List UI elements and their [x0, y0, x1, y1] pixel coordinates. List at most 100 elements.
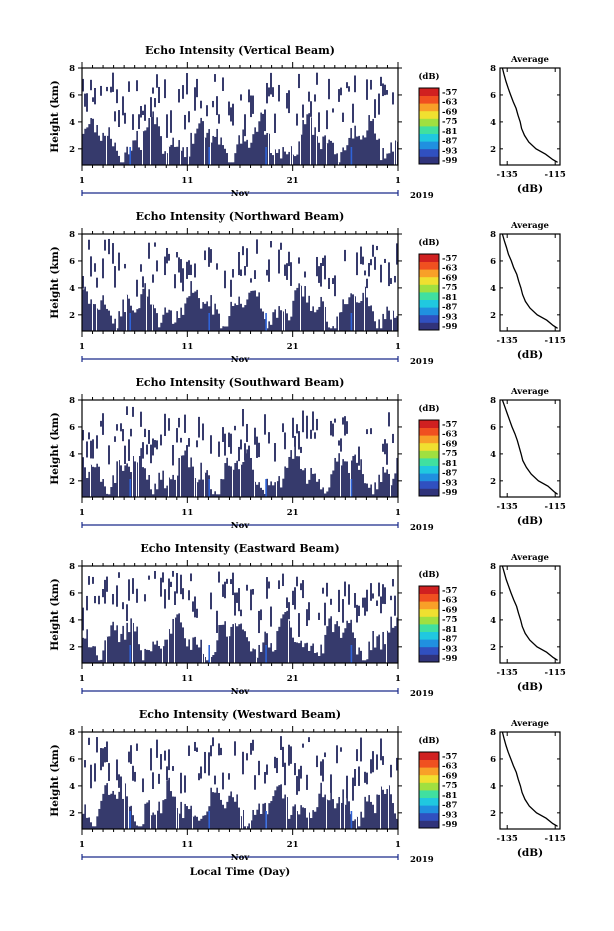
no-echo-gap [352, 732, 355, 821]
no-echo-gap [342, 732, 345, 790]
echo-return [232, 103, 234, 126]
echo-return [368, 262, 370, 277]
profile-line [501, 233, 558, 329]
echo-return [242, 246, 244, 256]
echo-return [318, 612, 320, 620]
no-echo-gap [232, 469, 233, 497]
echo-return [112, 593, 114, 605]
echo-return [300, 583, 302, 591]
profile-x-tick-label: -135 [497, 336, 518, 346]
no-echo-gap [120, 732, 123, 787]
no-echo-gap [240, 400, 243, 465]
no-echo-gap [194, 732, 197, 816]
no-echo-gap [268, 566, 271, 648]
echo-return [246, 584, 248, 591]
no-echo-gap [138, 400, 141, 457]
x-axis-label: Local Time (Day) [190, 866, 290, 878]
echo-return [388, 262, 390, 287]
no-echo-gap [144, 566, 147, 649]
no-echo-gap [166, 732, 169, 781]
profile-y-tick-label: 2 [490, 643, 496, 653]
no-echo-gap [366, 732, 369, 802]
no-echo-gap [238, 68, 241, 136]
no-echo-gap [108, 234, 111, 311]
no-echo-gap [256, 657, 257, 663]
no-echo-gap [358, 400, 361, 470]
no-echo-gap [354, 296, 355, 331]
no-echo-gap [122, 566, 125, 626]
panel-title: Echo Intensity (Eastward Beam) [140, 542, 339, 555]
no-echo-gap [338, 68, 341, 163]
echo-return [268, 259, 270, 282]
echo-return [386, 443, 388, 465]
echo-return [342, 417, 344, 425]
no-echo-gap [244, 68, 247, 142]
colorbar-segment [419, 797, 439, 806]
echo-return [82, 276, 84, 289]
no-echo-gap [278, 566, 281, 627]
no-echo-gap [148, 68, 151, 119]
no-echo-gap [302, 732, 305, 808]
no-echo-gap [374, 566, 377, 648]
no-echo-gap [332, 68, 335, 143]
echo-return [186, 445, 188, 467]
no-echo-gap [342, 68, 345, 148]
colorbar-segment [419, 118, 439, 127]
no-echo-gap [130, 234, 133, 306]
no-echo-gap [362, 68, 365, 136]
echo-heatmap [82, 732, 399, 829]
echo-return [294, 436, 296, 447]
echo-return [82, 429, 84, 441]
no-echo-gap [176, 732, 179, 809]
no-echo-gap [342, 400, 345, 460]
echo-return [216, 610, 218, 633]
no-echo-gap [340, 732, 343, 803]
no-echo-gap [298, 566, 301, 644]
no-echo-gap [326, 732, 329, 800]
no-echo-gap [280, 234, 283, 311]
echo-return [142, 778, 144, 793]
echo-return [106, 741, 108, 763]
no-echo-gap [218, 68, 221, 145]
no-echo-gap [132, 234, 135, 311]
no-echo-gap [158, 732, 161, 802]
no-echo-gap [322, 68, 325, 137]
no-echo-gap [320, 68, 323, 150]
echo-return [346, 775, 348, 799]
no-echo-gap [130, 566, 133, 619]
no-echo-gap [372, 234, 375, 312]
echo-return [136, 588, 138, 603]
profile-y-tick-label: 4 [490, 450, 496, 460]
no-echo-gap [334, 400, 337, 458]
echo-return [222, 77, 224, 91]
echo-return [390, 764, 392, 778]
no-echo-gap [262, 234, 265, 312]
no-echo-gap [300, 400, 303, 469]
echo-return [324, 752, 326, 758]
no-echo-gap [322, 234, 325, 302]
no-echo-gap [276, 566, 279, 632]
echo-return [136, 743, 138, 751]
echo-return [244, 443, 246, 461]
y-tick-label: 2 [69, 809, 75, 819]
no-echo-gap [296, 811, 297, 829]
echo-return [316, 256, 318, 277]
no-echo-gap [248, 68, 251, 148]
colorbar-frame [418, 87, 440, 165]
no-echo-gap [324, 732, 327, 795]
no-echo-gap [86, 400, 89, 479]
colorbar-frame [418, 751, 440, 829]
no-echo-gap [150, 815, 151, 829]
echo-streak [265, 147, 267, 165]
echo-return [92, 439, 94, 459]
no-echo-gap [318, 68, 321, 143]
no-echo-gap [270, 68, 273, 154]
colorbar-segment [419, 435, 439, 444]
echo-return [188, 745, 190, 756]
profile-x-tick-label: -135 [497, 502, 518, 512]
echo-return [164, 589, 166, 609]
no-echo-gap [368, 68, 371, 116]
no-echo-gap [244, 732, 247, 827]
no-echo-gap [240, 464, 241, 497]
